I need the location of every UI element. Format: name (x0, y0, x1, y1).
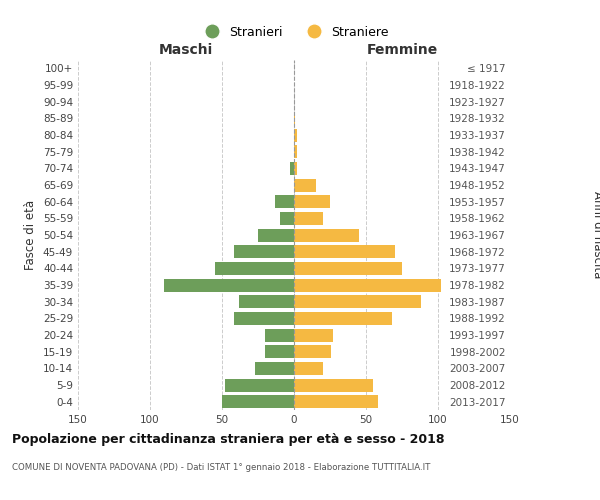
Bar (294, 328, 333, 342)
Bar (258, 228, 294, 241)
Bar (164, 278, 294, 291)
Bar (294, 395, 377, 408)
Bar (265, 328, 294, 342)
Bar (294, 228, 359, 241)
Bar (280, 212, 294, 225)
Bar (294, 295, 421, 308)
Bar (294, 195, 330, 208)
Bar (233, 245, 294, 258)
Bar (294, 345, 331, 358)
Text: COMUNE DI NOVENTA PADOVANA (PD) - Dati ISTAT 1° gennaio 2018 - Elaborazione TUTT: COMUNE DI NOVENTA PADOVANA (PD) - Dati I… (12, 462, 430, 471)
Y-axis label: Fasce di età: Fasce di età (25, 200, 37, 270)
Bar (294, 145, 297, 158)
Bar (255, 362, 294, 375)
Bar (294, 128, 297, 141)
Text: Popolazione per cittadinanza straniera per età e sesso - 2018: Popolazione per cittadinanza straniera p… (12, 432, 445, 446)
Bar (294, 312, 392, 325)
Bar (294, 262, 402, 275)
Bar (294, 378, 373, 392)
Bar (215, 262, 294, 275)
Bar (225, 378, 294, 392)
Bar (275, 195, 294, 208)
Bar (233, 312, 294, 325)
Text: Maschi: Maschi (159, 42, 213, 56)
Bar (294, 178, 316, 192)
Bar (294, 162, 297, 175)
Bar (294, 212, 323, 225)
Text: Anni di nascita: Anni di nascita (590, 192, 600, 278)
Bar (294, 278, 441, 291)
Legend: Stranieri, Straniere: Stranieri, Straniere (194, 21, 394, 44)
Bar (239, 295, 294, 308)
Bar (294, 245, 395, 258)
Bar (222, 395, 294, 408)
Bar (290, 162, 294, 175)
Bar (294, 112, 295, 125)
Text: Femmine: Femmine (367, 42, 437, 56)
Bar (294, 362, 323, 375)
Bar (265, 345, 294, 358)
